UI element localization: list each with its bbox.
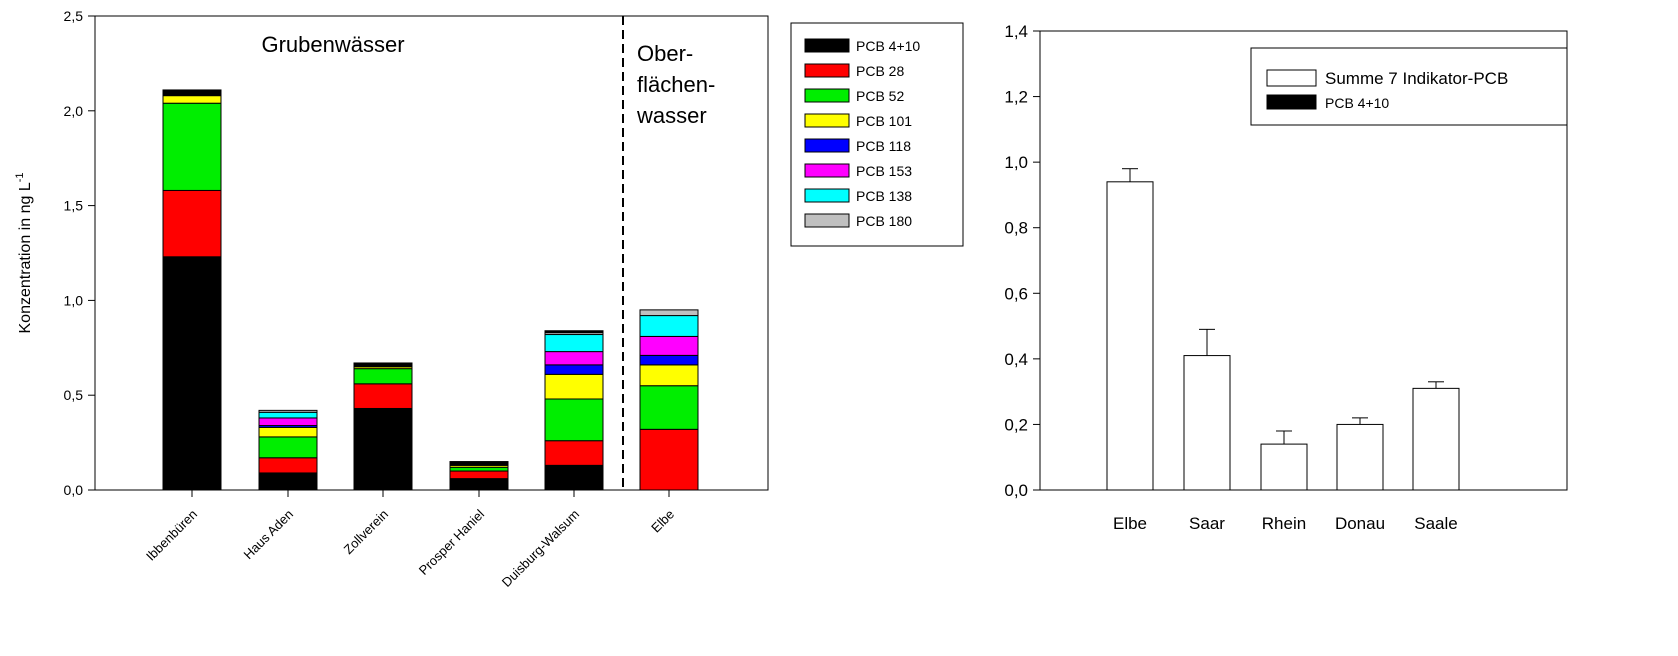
stacked-bar-segment <box>639 364 699 387</box>
legend-swatch-summe <box>1266 69 1317 87</box>
stacked-bar-segment <box>544 398 604 442</box>
left-x-tick-label: Prosper Haniel <box>416 506 487 577</box>
legend-swatch <box>804 38 850 53</box>
stacked-bar-segment <box>544 351 604 366</box>
stacked-bar-cap <box>353 362 413 368</box>
legend-label: PCB 101 <box>856 113 912 129</box>
legend-label-summe: Summe 7 Indikator-PCB <box>1325 69 1508 88</box>
legend-swatch <box>804 63 850 78</box>
legend-label: PCB 118 <box>856 138 911 154</box>
right-x-tick-label: Saar <box>1189 514 1225 533</box>
stacked-bar-segment <box>639 315 699 337</box>
legend-swatch <box>804 163 850 178</box>
stacked-bar-cap <box>162 89 222 97</box>
legend-swatch <box>804 113 850 128</box>
stacked-bar-cap <box>449 461 509 466</box>
bar <box>1106 181 1154 491</box>
stacked-bar-segment <box>258 417 318 427</box>
legend-label: PCB 153 <box>856 163 912 179</box>
stacked-bar-segment <box>162 102 222 191</box>
bar <box>1336 423 1384 491</box>
left-legend: PCB 4+10 PCB 28 PCB 52 PCB 101 PCB 118 PCB 15… <box>790 22 964 247</box>
left-legend-box <box>790 22 964 247</box>
right-x-tick-label: Elbe <box>1113 514 1147 533</box>
stacked-bar-segment <box>449 478 509 491</box>
stacked-bar-segment <box>544 464 604 491</box>
legend-swatch <box>804 138 850 153</box>
group-label-oberflaechenwasser: wasser <box>636 103 707 128</box>
stacked-bar-segment <box>258 409 318 413</box>
stacked-bar-segment <box>639 309 699 317</box>
right-y-tick-label: 0,0 <box>1004 481 1028 500</box>
stacked-bar-segment <box>162 189 222 258</box>
stacked-bar-segment <box>162 256 222 491</box>
stacked-bar-segment <box>258 436 318 459</box>
stacked-bar-segment <box>353 383 413 409</box>
stacked-bar-segment <box>162 95 222 104</box>
stacked-bar-segment <box>258 472 318 491</box>
left-y-axis-label: Konzentration in ng L-1 <box>14 173 34 334</box>
right-y-tick-label: 0,4 <box>1004 350 1028 369</box>
stacked-bar-segment <box>258 411 318 419</box>
left-x-tick-label: Elbe <box>648 507 677 536</box>
left-y-tick-label: 1,0 <box>64 292 84 308</box>
legend-label-pcb410: PCB 4+10 <box>1325 95 1389 111</box>
right-y-tick-label: 0,2 <box>1004 415 1028 434</box>
stacked-bar-segment <box>544 440 604 466</box>
left-x-tick-label: Zollverein <box>341 507 391 557</box>
group-label-oberflaechenwasser: Ober- <box>637 41 693 66</box>
stacked-bar-segment <box>353 368 413 385</box>
bar <box>1412 387 1460 491</box>
left-y-tick-label: 2,5 <box>64 8 84 24</box>
legend-label: PCB 4+10 <box>856 38 920 54</box>
stacked-bar-segment <box>353 407 413 491</box>
stacked-bar-segment <box>449 470 509 480</box>
left-y-tick-label: 1,5 <box>64 198 84 214</box>
left-y-tick-label: 2,0 <box>64 103 84 119</box>
left-plot-frame <box>94 15 769 491</box>
stacked-bar-segment <box>449 466 509 472</box>
legend-label: PCB 52 <box>856 88 904 104</box>
bar <box>1260 443 1308 491</box>
stacked-bar-cap <box>544 330 604 334</box>
legend-swatch <box>804 213 850 228</box>
right-chart: 0,0 0,2 0,4 0,6 0,8 1,0 1,2 1,4 Elbe Saar Rhein Don… <box>1004 22 1568 533</box>
left-y-tick-label: 0,5 <box>64 387 84 403</box>
group-label-grubenwaesser: Grubenwässer <box>261 32 404 57</box>
right-legend: Summe 7 Indikator-PCB PCB 4+10 <box>1250 47 1568 126</box>
right-y-tick-label: 1,4 <box>1004 22 1028 41</box>
left-y-tick-label: 0,0 <box>64 482 84 498</box>
stacked-bar-segment <box>639 385 699 430</box>
left-chart: 0,0 0,5 1,0 1,5 2,0 2,5 Konzentration in ng L-… <box>14 8 964 590</box>
right-y-tick-label: 0,8 <box>1004 219 1028 238</box>
stacked-bar-segment <box>639 354 699 366</box>
right-x-tick-label: Saale <box>1414 514 1457 533</box>
right-x-tick-label: Donau <box>1335 514 1385 533</box>
left-x-tick-label: Duisburg-Walsum <box>499 507 582 590</box>
legend-label: PCB 138 <box>856 188 912 204</box>
stacked-bar-segment <box>639 428 699 491</box>
stacked-bar-segment <box>258 457 318 474</box>
legend-swatch <box>804 88 850 103</box>
left-y-axis-label-text: Konzentration in ng L <box>17 182 34 333</box>
group-label-oberflaechenwasser: flächen- <box>637 72 715 97</box>
legend-label: PCB 180 <box>856 213 912 229</box>
right-y-tick-label: 1,0 <box>1004 153 1028 172</box>
legend-swatch <box>804 188 850 203</box>
stacked-bar-segment <box>258 426 318 438</box>
left-x-tick-label: Haus Aden <box>241 507 297 563</box>
legend-label: PCB 28 <box>856 63 904 79</box>
stacked-bar-segment <box>639 335 699 356</box>
bar <box>1183 355 1231 491</box>
right-x-tick-label: Rhein <box>1262 514 1306 533</box>
left-y-axis-label-superscript: -1 <box>14 173 26 183</box>
stacked-bar-segment <box>544 364 604 375</box>
stacked-bar-segment <box>544 334 604 353</box>
right-y-tick-label: 0,6 <box>1004 284 1028 303</box>
right-y-tick-label: 1,2 <box>1004 88 1028 107</box>
stacked-bar-segment <box>544 373 604 400</box>
left-x-tick-label: Ibbenbüren <box>143 507 200 564</box>
legend-swatch-pcb410 <box>1266 94 1317 110</box>
